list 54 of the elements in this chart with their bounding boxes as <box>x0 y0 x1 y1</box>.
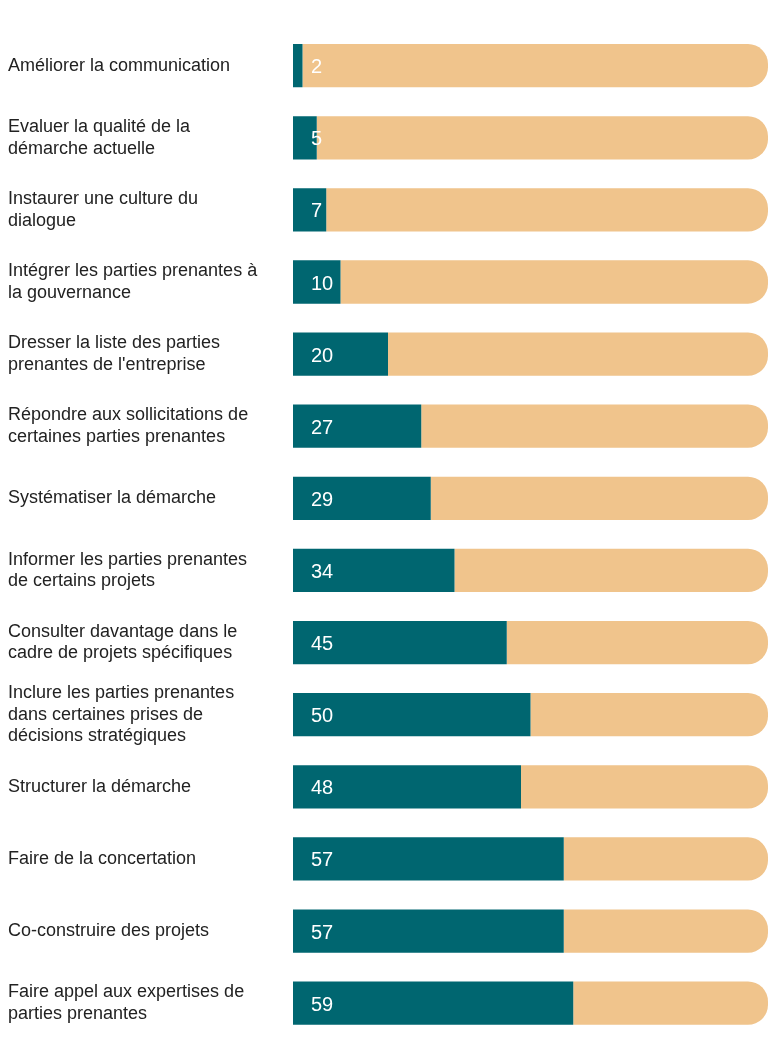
bar <box>302 44 768 88</box>
data-label: 45 <box>311 632 334 655</box>
bar <box>388 332 768 376</box>
bar <box>454 548 768 593</box>
bar <box>293 620 507 665</box>
bar <box>421 404 768 448</box>
y-tick-label: Inclure les parties prenantes dans certaines prises de décisions stratégiques <box>8 682 235 746</box>
y-tick-label: Evaluer la qualité de la démarche actuelle <box>8 115 192 158</box>
bar <box>293 404 422 448</box>
data-label: 5 <box>311 127 323 150</box>
y-tick-label: Instaurer une culture du dialogue <box>8 188 199 230</box>
y-tick-label: Intégrer les parties prenantes à la gouvernance <box>8 260 259 302</box>
y-tick-label: Systématiser la démarche <box>8 487 217 508</box>
bar <box>293 837 564 881</box>
bar <box>430 476 768 520</box>
bar <box>563 909 768 953</box>
bar <box>506 620 768 665</box>
bar <box>563 837 768 881</box>
bar <box>293 476 431 520</box>
data-label: 29 <box>311 487 334 510</box>
y-tick-label: Structurer la démarche <box>8 775 192 796</box>
y-tick-label: Dresser la liste des parties prenantes de l'entreprise <box>8 332 221 374</box>
bar <box>326 188 768 232</box>
data-label: 57 <box>311 848 334 871</box>
bar <box>293 44 303 88</box>
y-tick-label: Améliorer la communication <box>8 54 231 75</box>
data-label: 7 <box>311 199 323 222</box>
bar <box>293 188 327 232</box>
data-label: 20 <box>311 343 334 366</box>
data-label: 34 <box>311 559 334 582</box>
bar <box>293 765 521 809</box>
bar <box>293 909 564 953</box>
y-tick-label: Consulter davantage dans le cadre de projets spécifiques <box>8 620 238 663</box>
data-label: 27 <box>311 415 334 438</box>
y-tick-label: Co-construire des projets <box>8 920 210 940</box>
bar <box>293 693 531 737</box>
bar <box>573 981 768 1025</box>
bar <box>530 693 768 737</box>
bar <box>521 765 768 809</box>
data-label: 59 <box>311 992 334 1015</box>
data-label: 57 <box>311 920 334 943</box>
bar <box>293 260 341 304</box>
bar <box>293 981 574 1025</box>
data-label: 48 <box>311 776 334 799</box>
bar <box>340 260 768 304</box>
y-tick-label: Faire de la concertation <box>8 847 197 868</box>
bar <box>293 332 388 376</box>
data-label: 50 <box>311 704 334 727</box>
y-tick-label: Informer les parties prenantes de certains projets <box>8 548 248 591</box>
bar <box>293 548 455 593</box>
data-label: 2 <box>311 55 323 78</box>
y-tick-label: Répondre aux sollicitations de certaines parties prenantes <box>8 404 249 446</box>
y-tick-label: Faire appel aux expertises de parties prenantes <box>8 981 245 1023</box>
data-label: 10 <box>311 271 334 294</box>
